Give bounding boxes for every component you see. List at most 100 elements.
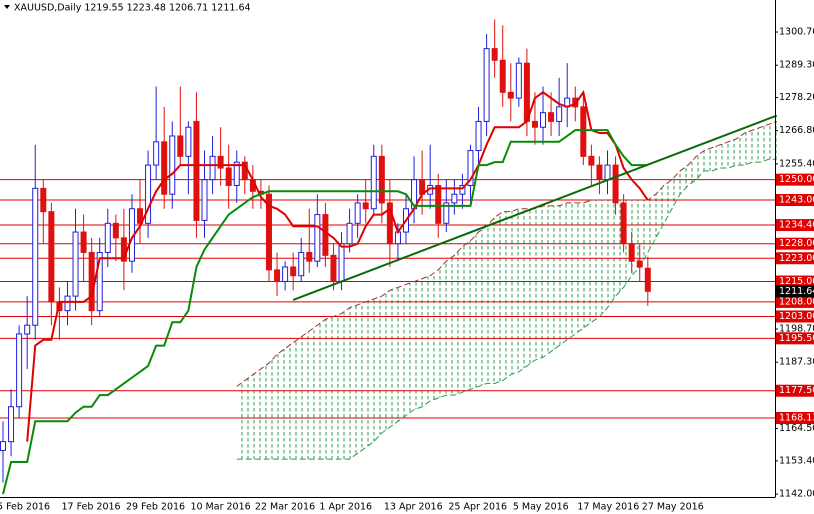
candle-body — [435, 184, 442, 224]
y-tick-label: 1266.80 — [779, 125, 814, 136]
candle-body — [306, 251, 313, 262]
candle-body — [386, 202, 393, 245]
axis-layer: 1300.70 1289.30 1278.20 1266.80 1255.40 1198.… — [0, 27, 814, 513]
level-label: 1208.00 — [779, 296, 814, 307]
candle-body — [96, 251, 103, 312]
candle-body — [161, 141, 168, 195]
candle-body — [48, 211, 55, 303]
candle-body — [338, 243, 345, 283]
candle-body — [274, 269, 281, 283]
x-tick-label: 29 Feb 2016 — [126, 502, 185, 513]
candle-body — [24, 324, 31, 335]
candle-body — [540, 112, 547, 128]
candle-body — [362, 202, 369, 210]
candle-body — [515, 62, 522, 99]
candle-body — [620, 202, 627, 245]
candle-body — [32, 187, 39, 326]
trendline — [292, 114, 778, 301]
last-price-box — [776, 285, 814, 298]
candle-body — [346, 222, 353, 245]
x-tick-label: 17 May 2016 — [577, 502, 639, 513]
candle-body — [209, 155, 216, 181]
candle-body — [628, 243, 635, 262]
candle-body — [548, 112, 555, 122]
chart-title: XAUUSD,Daily 1219.55 1223.48 1206.71 121… — [14, 3, 251, 14]
candle-body — [137, 208, 144, 224]
y-tick-label: 1255.40 — [779, 158, 814, 169]
level-label-box — [776, 295, 814, 308]
candle-body — [177, 135, 184, 157]
candle-body — [556, 106, 563, 122]
level-label: 1203.00 — [779, 311, 814, 322]
candle-body — [314, 214, 321, 262]
y-tick-label: 1289.30 — [779, 60, 814, 71]
x-tick-label: 25 Apr 2016 — [448, 502, 507, 513]
candle-body — [604, 164, 611, 181]
x-tick-label: 10 Mar 2016 — [190, 502, 250, 513]
last-price-label: 1211.64 — [779, 286, 814, 297]
x-tick-label: 27 May 2016 — [642, 502, 704, 513]
x-tick-label: 22 Mar 2016 — [255, 502, 315, 513]
level-label-box — [776, 237, 814, 250]
candle-body — [112, 222, 119, 239]
candle-body — [354, 202, 361, 224]
cloud-layer — [236, 121, 777, 460]
candle-body — [330, 254, 337, 283]
candle-body — [265, 193, 272, 271]
candle-body — [290, 266, 297, 277]
candle-body — [636, 260, 643, 268]
candle-body — [8, 406, 15, 443]
candle-body — [153, 141, 160, 166]
candle-body — [40, 187, 47, 213]
title-arrow — [4, 5, 10, 9]
y-tick-label: 1300.70 — [779, 27, 814, 38]
candle-body — [523, 62, 530, 122]
candle-body — [104, 222, 111, 253]
candle-body — [0, 441, 6, 451]
candle-body — [507, 91, 514, 99]
y-tick-label: 1278.20 — [779, 92, 814, 103]
candle-body — [64, 295, 71, 312]
candle-body — [596, 164, 603, 181]
candle-body — [233, 161, 240, 186]
level-label: 1228.00 — [779, 238, 814, 249]
level-label-box — [776, 384, 814, 397]
level-label-box — [776, 275, 814, 288]
candle-body — [475, 120, 482, 152]
candle-body — [72, 231, 79, 297]
y-tick-label: 1142.00 — [779, 489, 814, 500]
x-tick-label: 1 Apr 2016 — [319, 502, 372, 513]
level-label-box — [776, 173, 814, 186]
level-label: 1195.50 — [779, 333, 814, 344]
level-label: 1177.50 — [779, 385, 814, 396]
candle-body — [322, 214, 329, 256]
level-label: 1250.00 — [779, 174, 814, 185]
x-tick-label: 5 Feb 2016 — [0, 502, 50, 513]
level-label: 1243.00 — [779, 195, 814, 206]
x-tick-label: 5 May 2016 — [513, 502, 569, 513]
level-label-box — [776, 194, 814, 207]
indicator-line — [26, 89, 649, 442]
candle-body — [531, 120, 538, 128]
candle-body — [185, 126, 192, 157]
level-label: 1168.13 — [779, 413, 814, 424]
indicator-line — [236, 158, 777, 460]
candle-body — [499, 59, 506, 93]
candle-body — [298, 251, 305, 277]
level-label: 1234.40 — [779, 220, 814, 231]
level-label-box — [776, 252, 814, 265]
candle-body — [217, 155, 224, 169]
y-tick-label: 1187.30 — [779, 357, 814, 368]
candle-body — [612, 164, 619, 204]
candle-body — [483, 48, 490, 122]
candle-body — [225, 167, 232, 186]
candle-body — [193, 120, 200, 221]
level-layer — [0, 179, 775, 419]
candle-body — [644, 267, 651, 292]
level-label-box — [776, 310, 814, 323]
y-tick-label: 1153.40 — [779, 455, 814, 466]
candle-body — [145, 164, 152, 224]
candle-body — [443, 202, 450, 224]
